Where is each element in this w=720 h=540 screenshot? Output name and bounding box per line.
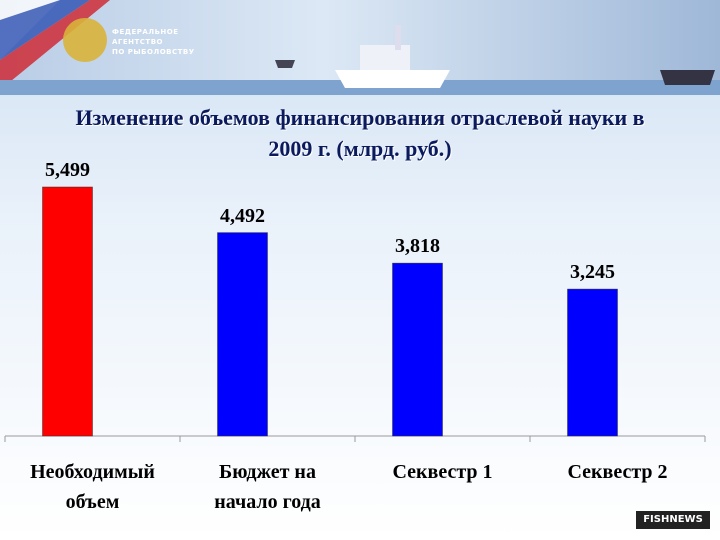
bar	[567, 288, 618, 437]
x-tick-label: Секвестр 1	[392, 461, 493, 483]
chart-title: Изменение объемов финансирования отрасле…	[75, 105, 645, 161]
x-tick-label: Необходимый объем	[30, 461, 155, 513]
bar	[42, 186, 93, 437]
bar	[217, 232, 268, 437]
x-tick-label: Бюджет на начало года	[214, 461, 321, 513]
x-tick-label: Секвестр 2	[567, 461, 668, 483]
watermark: FISHNEWS	[636, 511, 710, 529]
bar	[392, 262, 443, 437]
org-name: АГЕНТСТВО	[112, 38, 163, 46]
value-label: 3,245	[570, 261, 615, 284]
banner-art	[0, 0, 720, 95]
banner: ФЕДЕРАЛЬНОЕ АГЕНТСТВО ПО РЫБОЛОВСТВУ	[0, 0, 720, 95]
value-label: 3,818	[395, 235, 440, 258]
value-label: 5,499	[45, 159, 90, 181]
org-name: ПО РЫБОЛОВСТВУ	[112, 48, 195, 56]
org-name: ФЕДЕРАЛЬНОЕ	[112, 28, 179, 36]
value-label: 4,492	[220, 204, 265, 227]
